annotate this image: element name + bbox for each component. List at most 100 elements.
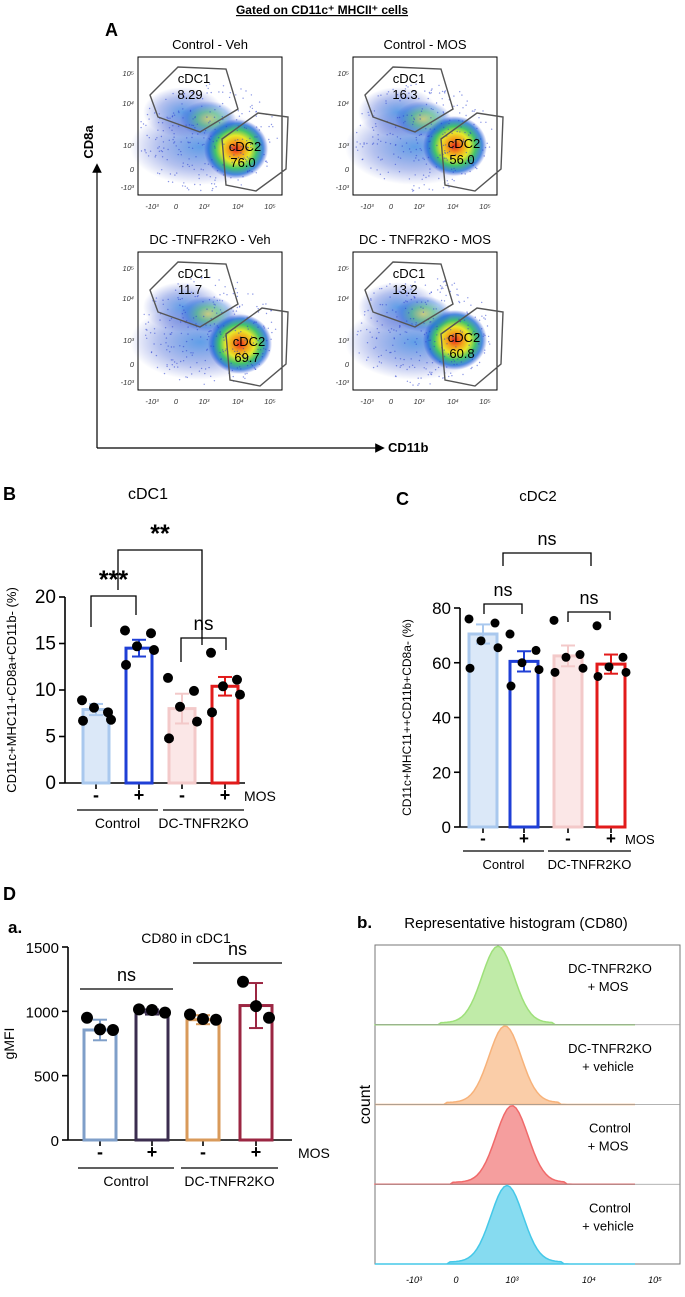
event-dot — [187, 163, 189, 166]
y-tick-label: 60 — [432, 654, 451, 673]
event-dot — [183, 92, 186, 95]
event-dot — [217, 326, 219, 329]
event-dot — [256, 305, 258, 308]
event-dot — [447, 353, 450, 355]
event-dot — [408, 92, 410, 94]
event-dot — [211, 183, 213, 185]
event-dot — [444, 144, 447, 146]
event-dot — [252, 322, 255, 324]
event-dot — [206, 308, 208, 310]
event-dot — [236, 295, 239, 298]
event-dot — [478, 117, 480, 119]
event-dot — [269, 141, 271, 143]
event-dot — [238, 115, 241, 117]
event-dot — [468, 332, 470, 334]
event-dot — [166, 159, 168, 161]
event-dot — [146, 113, 149, 116]
event-dot — [251, 107, 254, 110]
event-dot — [182, 108, 184, 110]
event-dot — [219, 299, 221, 301]
event-dot — [485, 314, 487, 317]
event-dot — [222, 351, 224, 353]
flow-y-tick: -10³ — [121, 183, 135, 192]
event-dot — [394, 375, 397, 377]
event-dot — [210, 375, 212, 377]
histogram-title: Representative histogram (CD80) — [404, 915, 627, 932]
event-dot — [214, 109, 216, 111]
event-dot — [261, 356, 263, 358]
event-dot — [411, 323, 413, 325]
event-dot — [196, 362, 198, 364]
group-label: Control — [95, 815, 140, 831]
event-dot — [246, 325, 249, 328]
event-dot — [219, 294, 221, 296]
event-dot — [209, 120, 211, 122]
event-dot — [408, 178, 411, 180]
event-dot — [264, 348, 267, 350]
event-dot — [242, 176, 244, 178]
event-dot — [472, 348, 475, 351]
event-dot — [200, 168, 202, 170]
event-dot — [468, 161, 470, 163]
event-dot — [413, 90, 415, 93]
event-dot — [246, 359, 249, 361]
event-dot — [437, 366, 440, 369]
event-dot — [399, 157, 402, 159]
event-dot — [221, 102, 224, 105]
event-dot — [259, 349, 262, 351]
data-point — [146, 1004, 158, 1017]
event-dot — [402, 151, 405, 153]
event-dot — [464, 173, 466, 175]
event-dot — [224, 286, 226, 288]
event-dot — [367, 356, 369, 358]
event-dot — [385, 102, 387, 105]
data-point — [78, 715, 88, 726]
event-dot — [456, 363, 458, 365]
event-dot — [216, 140, 218, 142]
event-dot — [392, 344, 394, 346]
flow-plot-title: DC - TNFR2KO - MOS — [359, 232, 491, 247]
event-dot — [200, 336, 202, 338]
event-dot — [399, 358, 402, 360]
event-dot — [462, 141, 465, 143]
flow-x-tick: 10³ — [199, 397, 210, 406]
event-dot — [400, 364, 402, 367]
event-dot — [406, 292, 408, 294]
event-dot — [408, 148, 411, 150]
event-dot — [379, 288, 381, 290]
event-dot — [216, 170, 219, 172]
event-dot — [170, 346, 173, 348]
event-dot — [481, 315, 483, 317]
event-dot — [189, 141, 191, 144]
event-dot — [274, 328, 277, 330]
event-dot — [258, 363, 260, 365]
event-dot — [248, 110, 251, 113]
event-dot — [359, 143, 361, 145]
event-dot — [393, 329, 395, 331]
event-dot — [392, 88, 394, 91]
event-dot — [215, 335, 218, 337]
event-dot — [389, 296, 391, 298]
event-dot — [427, 374, 429, 376]
event-dot — [421, 178, 423, 180]
event-dot — [157, 147, 159, 149]
event-dot — [200, 367, 203, 370]
event-dot — [448, 150, 451, 153]
event-dot — [255, 126, 258, 128]
data-point — [549, 615, 559, 625]
data-point — [490, 618, 500, 628]
event-dot — [201, 105, 203, 108]
event-dot — [484, 334, 486, 337]
event-dot — [433, 345, 435, 348]
significance-label: ** — [150, 520, 170, 548]
event-dot — [162, 299, 164, 301]
event-dot — [203, 137, 205, 139]
data-point — [94, 1023, 106, 1036]
event-dot — [213, 296, 215, 298]
event-dot — [185, 376, 187, 378]
event-dot — [404, 342, 406, 344]
mos-sign: - — [179, 785, 185, 805]
flow-density — [345, 83, 493, 192]
event-dot — [221, 300, 224, 302]
event-dot — [437, 156, 439, 159]
